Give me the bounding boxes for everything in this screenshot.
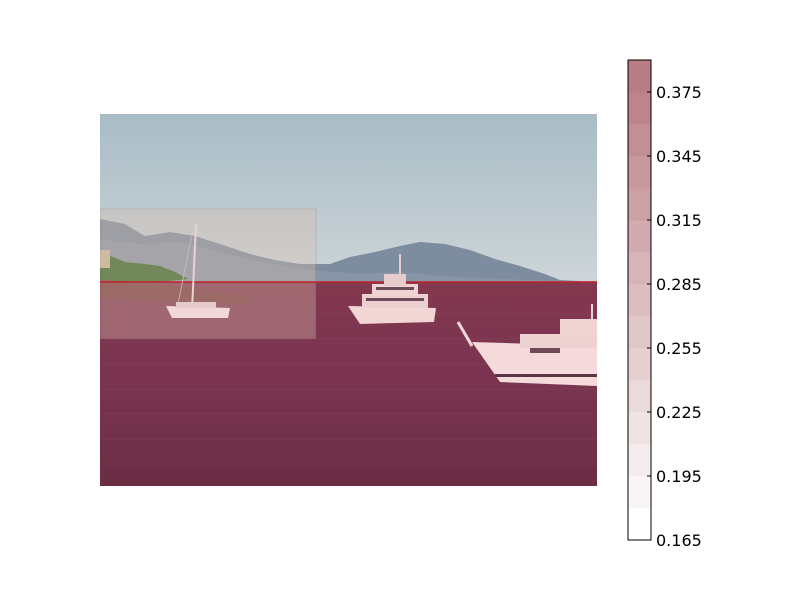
colorbar-band xyxy=(628,476,651,509)
colorbar-tick-label: 0.255 xyxy=(656,339,702,358)
colorbar-tick-label: 0.345 xyxy=(656,147,702,166)
colorbar-band xyxy=(628,348,651,381)
mountains-front xyxy=(100,239,597,286)
colorbar-band xyxy=(628,60,651,93)
colorbar-band xyxy=(628,124,651,157)
yacht-center xyxy=(348,254,436,324)
island-vegetation xyxy=(100,254,188,282)
sailboat xyxy=(166,223,230,318)
colorbar: 0.375 0.345 0.315 0.285 0.255 0.225 0.195 0.165 xyxy=(627,59,702,550)
rocks xyxy=(100,280,255,304)
colorbar-tick-label: 0.195 xyxy=(656,467,702,486)
yacht-right xyxy=(456,304,597,386)
colorbar-tick-label: 0.375 xyxy=(656,83,702,102)
colorbar-tick-label: 0.165 xyxy=(656,531,702,550)
colorbar-band xyxy=(628,284,651,317)
colorbar-band xyxy=(628,220,651,253)
colorbar-tick-label: 0.225 xyxy=(656,403,702,422)
colorbar-band xyxy=(628,444,651,477)
colorbar-band xyxy=(628,252,651,285)
highlight-region xyxy=(100,208,317,340)
colorbar-band xyxy=(628,316,651,349)
colorbar-band xyxy=(628,156,651,189)
colorbar-tick-label: 0.285 xyxy=(656,275,702,294)
colorbar-band xyxy=(628,508,651,541)
colorbar-band xyxy=(628,380,651,413)
colorbar-ticks: 0.375 0.345 0.315 0.285 0.255 0.225 0.195 0.165 xyxy=(647,83,702,550)
colorbar-frame xyxy=(627,59,652,541)
colorbar-tick-label: 0.315 xyxy=(656,211,702,230)
photo-heatmap-overlay xyxy=(100,114,597,486)
tower xyxy=(100,250,110,268)
colorbar-band xyxy=(628,92,651,125)
colorbar-bands xyxy=(628,60,651,541)
colorbar-band xyxy=(628,188,651,221)
colorbar-band xyxy=(628,412,651,445)
